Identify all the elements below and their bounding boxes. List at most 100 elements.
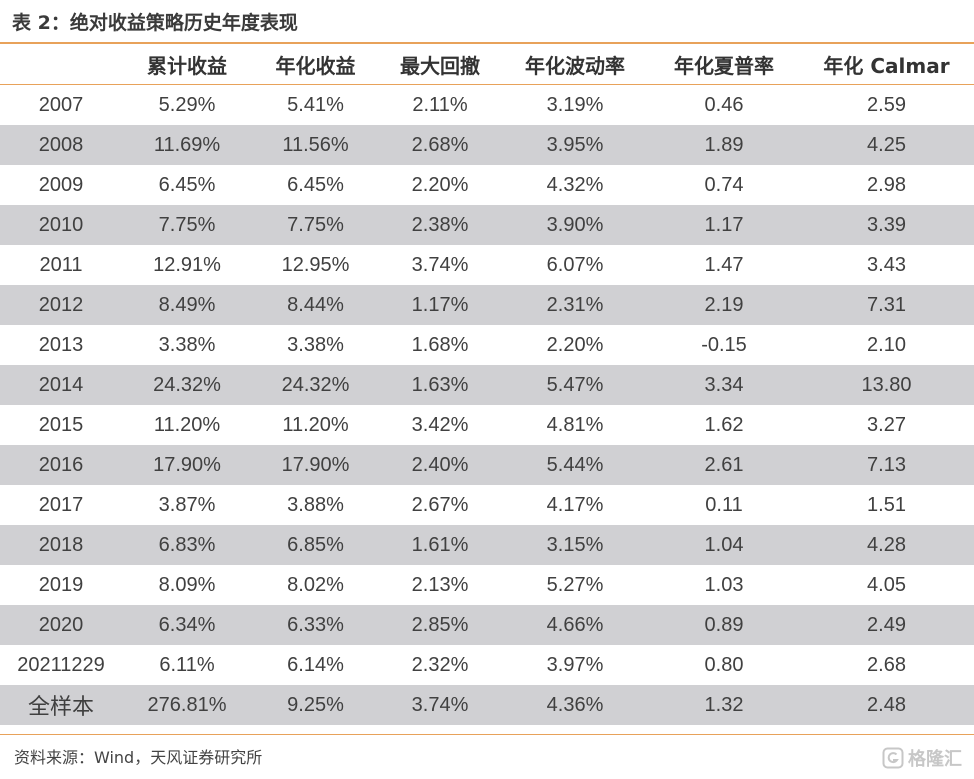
- cell-annual-calmar: 4.05: [867, 573, 906, 596]
- cell-annual-return: 9.25%: [252, 685, 379, 725]
- cell-annual-calmar: 2.49: [799, 605, 974, 645]
- header-annual-calmar: 年化 Calmar: [799, 44, 974, 85]
- cell-year: 2011: [39, 253, 83, 276]
- cell-annual-calmar: 2.98: [867, 173, 906, 196]
- cell-annual-sharpe: 0.89: [649, 605, 799, 645]
- table-row: 2013 3.38% 3.38% 1.68% 2.20% -0.15 2.10: [0, 325, 974, 365]
- cell-year: 2017: [38, 493, 84, 516]
- cell-annual-sharpe: 1.17: [649, 205, 799, 245]
- cell-annual-volatility: 4.17%: [546, 493, 604, 516]
- cell-max-drawdown: 2.67%: [411, 493, 469, 516]
- table-row: 2017 3.87% 3.88% 2.67% 4.17% 0.11 1.51: [0, 485, 974, 525]
- table-body: 2007 5.29% 5.41% 2.11% 3.19% 0.46 2.59 2008 11.6…: [0, 85, 974, 725]
- cell-annual-return: 3.38%: [287, 333, 344, 356]
- cell-annual-return: 6.33%: [252, 605, 379, 645]
- cell-cumulative-return: 6.45%: [158, 173, 216, 196]
- cell-annual-return: 17.90%: [252, 445, 379, 485]
- cell-cumulative-return: 8.09%: [158, 573, 216, 596]
- cell-annual-volatility: 2.31%: [501, 285, 649, 325]
- header-annual-sharpe: 年化夏普率: [649, 44, 799, 85]
- header-annual-return: 年化收益: [252, 44, 379, 85]
- cell-annual-sharpe: 1.04: [649, 525, 799, 565]
- cell-annual-sharpe: 1.89: [649, 125, 799, 165]
- cell-annual-return: 11.20%: [282, 413, 349, 436]
- cell-annual-sharpe: 0.46: [704, 93, 744, 116]
- cell-max-drawdown: 3.74%: [379, 685, 501, 725]
- cell-annual-calmar: 4.25: [799, 125, 974, 165]
- cell-cumulative-return: 11.20%: [153, 413, 221, 436]
- watermark-text: 格隆汇: [908, 749, 962, 770]
- cell-max-drawdown: 1.68%: [411, 333, 469, 356]
- cell-annual-volatility: 3.19%: [546, 93, 604, 116]
- cell-cumulative-return: 6.11%: [159, 653, 215, 676]
- table-title: 表 2：绝对收益策略历史年度表现: [12, 12, 298, 34]
- table-row: 2009 6.45% 6.45% 2.20% 4.32% 0.74 2.98: [0, 165, 974, 205]
- cell-cumulative-return: 3.38%: [158, 333, 216, 356]
- cell-annual-sharpe: 1.32: [649, 685, 799, 725]
- cell-annual-sharpe: 0.11: [705, 493, 743, 516]
- cell-annual-sharpe: 1.03: [704, 573, 744, 596]
- cell-annual-calmar: 13.80: [799, 365, 974, 405]
- cell-year: 2016: [0, 445, 122, 485]
- cell-cumulative-return: 6.83%: [122, 525, 252, 565]
- cell-annual-return: 5.41%: [287, 93, 344, 116]
- cell-annual-calmar: 2.48: [799, 685, 974, 725]
- cell-annual-return: 6.85%: [252, 525, 379, 565]
- cell-annual-return: 6.14%: [287, 653, 344, 676]
- cell-cumulative-return: 276.81%: [122, 685, 252, 725]
- table-row: 2011 12.91% 12.95% 3.74% 6.07% 1.47 3.43: [0, 245, 974, 285]
- cell-max-drawdown: 2.68%: [379, 125, 501, 165]
- table-row: 2012 8.49% 8.44% 1.17% 2.31% 2.19 7.31: [0, 285, 974, 325]
- table-row: 2007 5.29% 5.41% 2.11% 3.19% 0.46 2.59: [0, 85, 974, 126]
- table-row: 全样本 276.81% 9.25% 3.74% 4.36% 1.32 2.48: [0, 685, 974, 725]
- cell-cumulative-return: 8.49%: [122, 285, 252, 325]
- cell-max-drawdown: 2.85%: [379, 605, 501, 645]
- cell-annual-return: 7.75%: [252, 205, 379, 245]
- cell-annual-calmar: 3.43: [867, 253, 906, 276]
- cell-annual-calmar: 3.27: [867, 413, 906, 436]
- cell-annual-volatility: 5.44%: [501, 445, 649, 485]
- cell-annual-return: 8.44%: [252, 285, 379, 325]
- cell-year: 2014: [0, 365, 122, 405]
- cell-annual-volatility: 4.81%: [546, 413, 604, 436]
- cell-max-drawdown: 2.13%: [411, 573, 469, 596]
- table-row: 2015 11.20% 11.20% 3.42% 4.81% 1.62 3.27: [0, 405, 974, 445]
- cell-year: 2009: [38, 173, 84, 196]
- cell-annual-return: 24.32%: [252, 365, 379, 405]
- table-row: 2014 24.32% 24.32% 1.63% 5.47% 3.34 13.80: [0, 365, 974, 405]
- cell-annual-volatility: 3.95%: [501, 125, 649, 165]
- cell-annual-calmar: 2.68: [867, 653, 906, 676]
- header-cumulative-return: 累计收益: [122, 44, 252, 85]
- cell-annual-volatility: 6.07%: [546, 253, 604, 276]
- top-rule: [0, 42, 974, 44]
- cell-annual-calmar: 2.59: [867, 93, 906, 116]
- performance-table: 累计收益 年化收益 最大回撤 年化波动率 年化夏普率 年化 Calmar 200…: [0, 44, 974, 725]
- cell-annual-sharpe: 2.61: [649, 445, 799, 485]
- cell-cumulative-return: 12.91%: [153, 253, 221, 276]
- header-annual-volatility: 年化波动率: [501, 44, 649, 85]
- cell-annual-volatility: 5.27%: [546, 573, 604, 596]
- table-row: 2018 6.83% 6.85% 1.61% 3.15% 1.04 4.28: [0, 525, 974, 565]
- cell-annual-volatility: 3.15%: [501, 525, 649, 565]
- table-row: 2019 8.09% 8.02% 2.13% 5.27% 1.03 4.05: [0, 565, 974, 605]
- cell-max-drawdown: 3.42%: [411, 413, 469, 436]
- table-row: 2010 7.75% 7.75% 2.38% 3.90% 1.17 3.39: [0, 205, 974, 245]
- cell-cumulative-return: 6.34%: [122, 605, 252, 645]
- cell-max-drawdown: 1.61%: [379, 525, 501, 565]
- cell-max-drawdown: 2.40%: [379, 445, 501, 485]
- cell-max-drawdown: 1.63%: [379, 365, 501, 405]
- cell-annual-sharpe: 0.74: [704, 173, 744, 196]
- gelonghui-logo-icon: [882, 747, 904, 769]
- cell-annual-calmar: 3.39: [799, 205, 974, 245]
- cell-annual-return: 3.88%: [287, 493, 344, 516]
- cell-cumulative-return: 11.69%: [122, 125, 252, 165]
- cell-annual-sharpe: 1.47: [704, 253, 744, 276]
- cell-max-drawdown: 1.17%: [379, 285, 501, 325]
- cell-cumulative-return: 24.32%: [122, 365, 252, 405]
- source-note: 资料来源：Wind，天风证券研究所: [14, 748, 263, 767]
- cell-cumulative-return: 7.75%: [122, 205, 252, 245]
- cell-cumulative-return: 3.87%: [158, 493, 216, 516]
- cell-max-drawdown: 2.20%: [411, 173, 469, 196]
- table-row: 2008 11.69% 11.56% 2.68% 3.95% 1.89 4.25: [0, 125, 974, 165]
- cell-annual-volatility: 2.20%: [546, 333, 604, 356]
